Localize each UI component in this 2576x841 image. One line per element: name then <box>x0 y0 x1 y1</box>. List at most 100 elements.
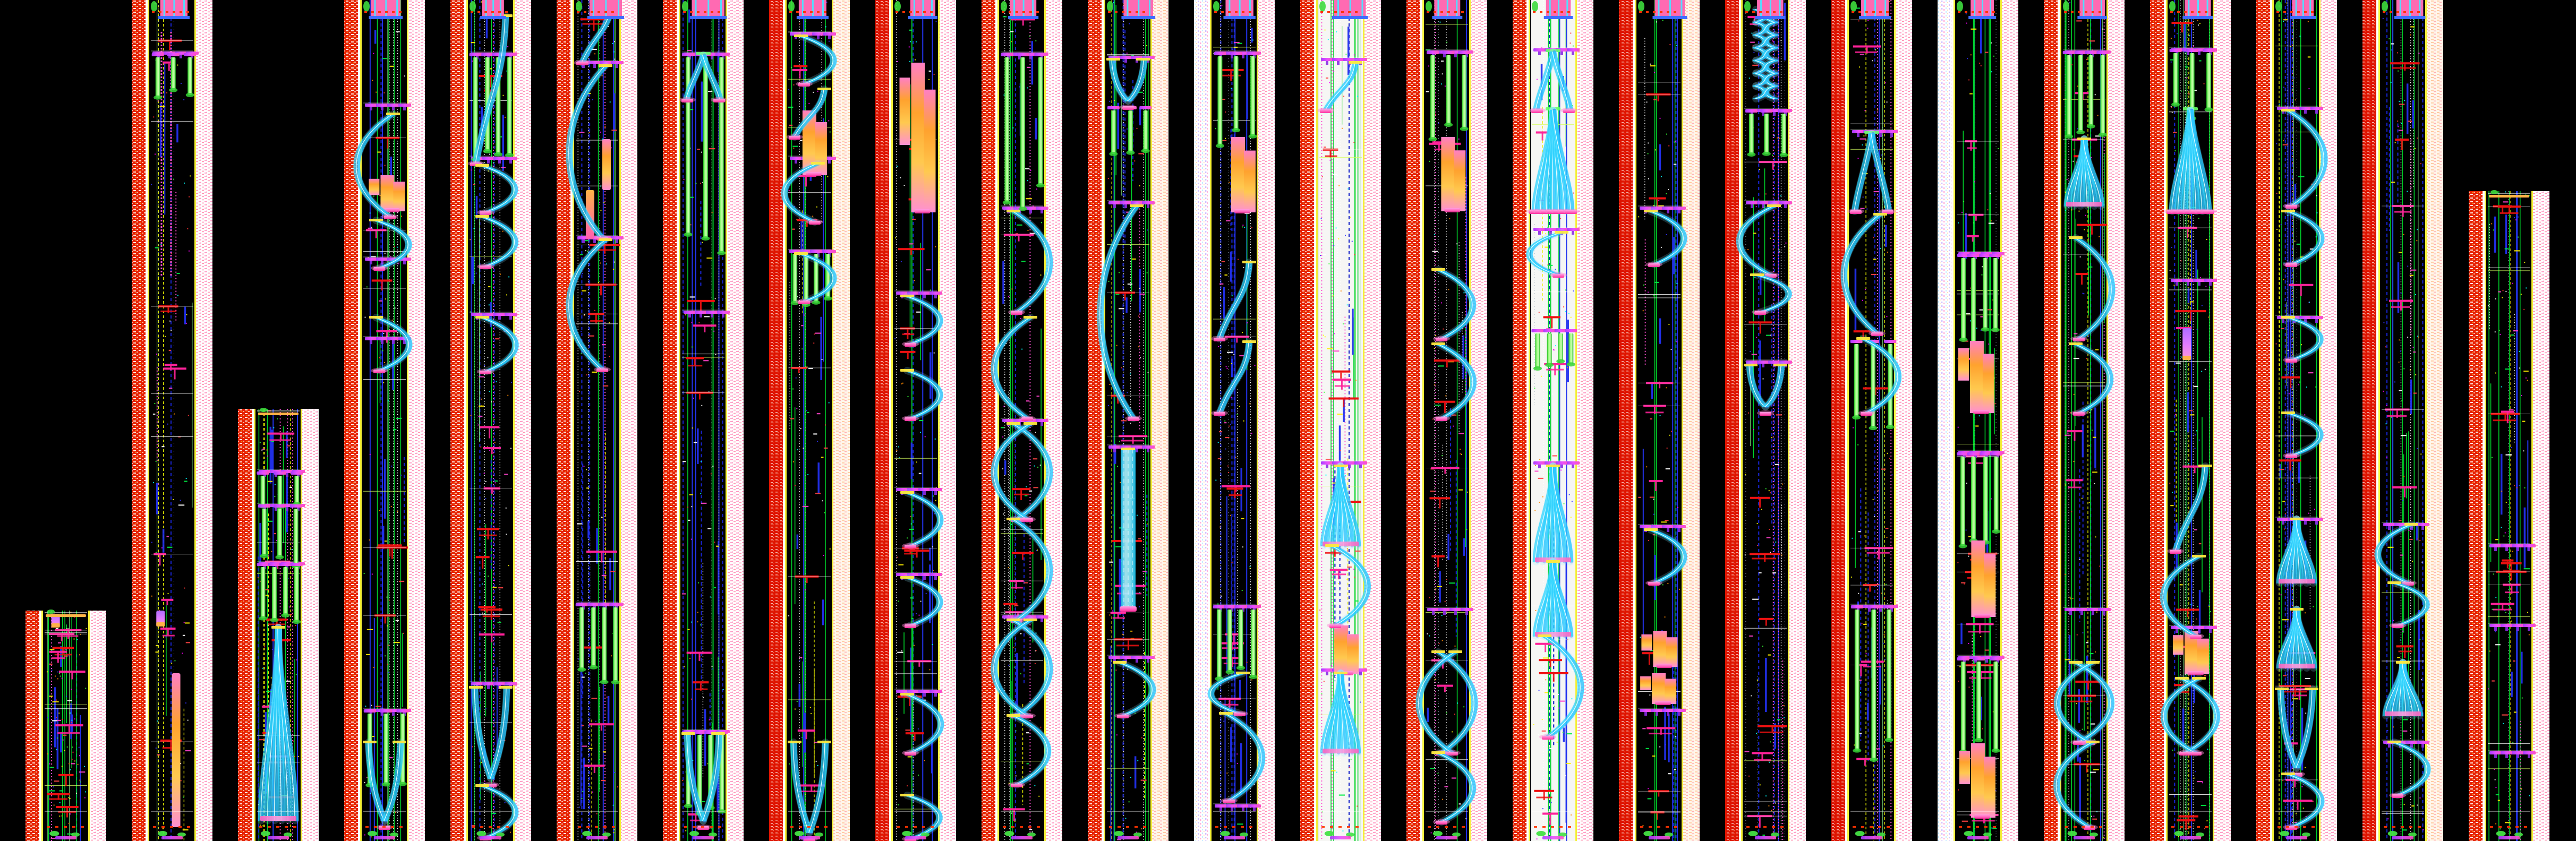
top-cap <box>682 0 727 19</box>
border-gap <box>1951 0 1955 841</box>
t-bars <box>2382 62 2424 658</box>
arc-cl <box>990 420 1037 523</box>
border-left <box>557 0 570 841</box>
border-left <box>663 0 677 841</box>
yellow-guide-right <box>1150 0 1152 841</box>
border-gap <box>570 0 574 841</box>
yellow-guide-right <box>194 0 196 841</box>
arc-cr <box>2069 234 2116 342</box>
yellow-guide-left <box>2060 0 2061 841</box>
border-left <box>982 0 995 841</box>
arc-cr <box>900 574 944 629</box>
border-gap <box>2376 0 2379 841</box>
border-right <box>302 409 319 841</box>
bottom-cluster <box>2275 811 2318 839</box>
arc-bundles <box>1840 130 1902 417</box>
yellow-guide-right <box>2106 0 2108 841</box>
arc-bundles <box>2053 135 2116 831</box>
yellow-guide-left <box>1635 0 1636 841</box>
strip-7 <box>769 0 850 841</box>
cap-band <box>1638 708 1686 716</box>
top-cap <box>363 0 403 19</box>
arc-bundles <box>353 110 413 830</box>
top-cap <box>576 0 625 19</box>
border-right <box>1577 0 1593 841</box>
vertical-lines <box>1745 0 1786 841</box>
arc-bundles <box>1207 259 1266 804</box>
border-right <box>1258 0 1275 841</box>
border-right <box>2321 0 2337 841</box>
horizontal-lines <box>363 251 406 492</box>
speckle-noise <box>2169 5 2211 837</box>
vertical-lines <box>369 0 405 841</box>
strip-13 <box>1406 0 1487 841</box>
top-cap <box>1532 0 1573 19</box>
arc-bundles <box>900 293 945 841</box>
yellow-guide-left <box>1104 0 1105 841</box>
arc-cl <box>1415 648 1462 757</box>
bottom-cluster <box>894 811 937 839</box>
border-left <box>2150 0 2164 841</box>
yellow-guide-left <box>997 0 999 841</box>
border-left <box>1619 0 1633 841</box>
strip-1 <box>132 0 212 841</box>
arc-cr <box>2281 409 2324 459</box>
yellow-guide-right <box>938 0 940 841</box>
arc-bundles <box>467 12 519 841</box>
yellow-guide-left <box>1847 0 1849 841</box>
yellow-guide-right <box>407 0 408 841</box>
yellow-guide-right <box>619 0 621 841</box>
arc-cl <box>1096 202 1144 422</box>
border-gap <box>146 0 149 841</box>
top-cap <box>2382 0 2426 19</box>
t-bars <box>2488 205 2530 611</box>
yellow-guide-left <box>891 0 893 841</box>
cap-band <box>894 689 942 697</box>
green-bar-cluster <box>151 53 197 100</box>
cap-band <box>470 312 517 320</box>
top-cap <box>894 0 938 19</box>
orange-block <box>1640 673 1677 705</box>
top-cap <box>788 0 829 19</box>
bottom-cluster <box>1001 811 1043 839</box>
gradient-bar <box>602 139 611 190</box>
arc-cr <box>1538 632 1585 741</box>
cap-band <box>2488 543 2536 551</box>
arc-cl <box>990 314 1037 422</box>
top-cap <box>257 408 300 415</box>
bottom-cluster <box>363 811 406 839</box>
yellow-guide-left <box>1422 0 1424 841</box>
t-bars <box>1850 45 1893 766</box>
arc-cr <box>2069 659 2115 746</box>
arc-rib <box>1211 259 1256 342</box>
green-bar-cluster <box>258 504 302 569</box>
border-left <box>2362 0 2376 841</box>
horizontal-lines <box>894 458 937 810</box>
green-bar-cluster <box>1957 657 2002 754</box>
strip-20 <box>2150 0 2231 841</box>
yellow-guide-left <box>1954 0 1955 841</box>
arc-rib <box>2167 462 2212 555</box>
arc-rib <box>1317 59 1362 114</box>
top-cap <box>1107 0 1156 19</box>
border-right <box>940 0 956 841</box>
top-cap <box>2275 0 2316 19</box>
yellow-guide-right <box>301 409 302 841</box>
gradient-bar <box>51 614 60 628</box>
gradient-bar <box>2182 328 2191 360</box>
arc-cr <box>2387 579 2430 629</box>
arc-cl <box>1736 202 1781 279</box>
strip-22 <box>2362 0 2443 841</box>
bottom-cluster <box>1213 811 1256 839</box>
border-left <box>238 409 252 841</box>
yellow-guide-left <box>466 0 468 841</box>
cap-band <box>363 102 411 110</box>
yellow-guide-left <box>1316 0 1318 841</box>
yellow-guide-left <box>573 0 574 841</box>
yellow-guide-right <box>726 0 727 841</box>
border-right <box>1046 0 1062 841</box>
vertical-lines <box>1427 0 1468 841</box>
border-left <box>1725 0 1739 841</box>
